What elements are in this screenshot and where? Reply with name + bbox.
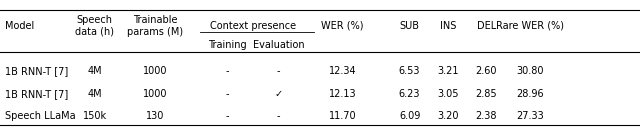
Text: 2.60: 2.60 (476, 66, 497, 76)
Text: 3.05: 3.05 (437, 89, 459, 99)
Text: SUB: SUB (399, 21, 420, 31)
Text: Context presence: Context presence (210, 21, 296, 31)
Text: 1000: 1000 (143, 89, 167, 99)
Text: 1B RNN-T [7]: 1B RNN-T [7] (5, 89, 68, 99)
Text: WER (%): WER (%) (321, 21, 364, 31)
Text: Speech LLaMa: Speech LLaMa (5, 111, 76, 121)
Text: Model: Model (5, 21, 35, 31)
Text: Trainable
params (M): Trainable params (M) (127, 15, 183, 37)
Text: -: - (276, 111, 280, 121)
Text: 3.20: 3.20 (437, 111, 459, 121)
Text: 4M: 4M (88, 66, 102, 76)
Text: 6.23: 6.23 (399, 89, 420, 99)
Text: 150k: 150k (83, 111, 107, 121)
Text: 1B RNN-T [7]: 1B RNN-T [7] (5, 66, 68, 76)
Text: 4M: 4M (88, 89, 102, 99)
Text: ✓: ✓ (275, 89, 282, 99)
Text: 6.09: 6.09 (399, 111, 420, 121)
Text: 2.38: 2.38 (476, 111, 497, 121)
Text: 28.96: 28.96 (516, 89, 544, 99)
Text: 30.80: 30.80 (516, 66, 543, 76)
Text: 3.21: 3.21 (437, 66, 459, 76)
Text: 130: 130 (146, 111, 164, 121)
Text: DEL: DEL (477, 21, 496, 31)
Text: 6.53: 6.53 (399, 66, 420, 76)
Text: Speech
data (h): Speech data (h) (76, 15, 114, 37)
Text: -: - (225, 66, 229, 76)
Text: INS: INS (440, 21, 456, 31)
Text: Rare WER (%): Rare WER (%) (496, 21, 564, 31)
Text: 2.85: 2.85 (476, 89, 497, 99)
Text: Evaluation: Evaluation (253, 41, 304, 50)
Text: 27.33: 27.33 (516, 111, 544, 121)
Text: -: - (225, 89, 229, 99)
Text: Training: Training (208, 41, 246, 50)
Text: -: - (276, 66, 280, 76)
Text: 12.34: 12.34 (328, 66, 356, 76)
Text: -: - (225, 111, 229, 121)
Text: 12.13: 12.13 (328, 89, 356, 99)
Text: 11.70: 11.70 (328, 111, 356, 121)
Text: 1000: 1000 (143, 66, 167, 76)
